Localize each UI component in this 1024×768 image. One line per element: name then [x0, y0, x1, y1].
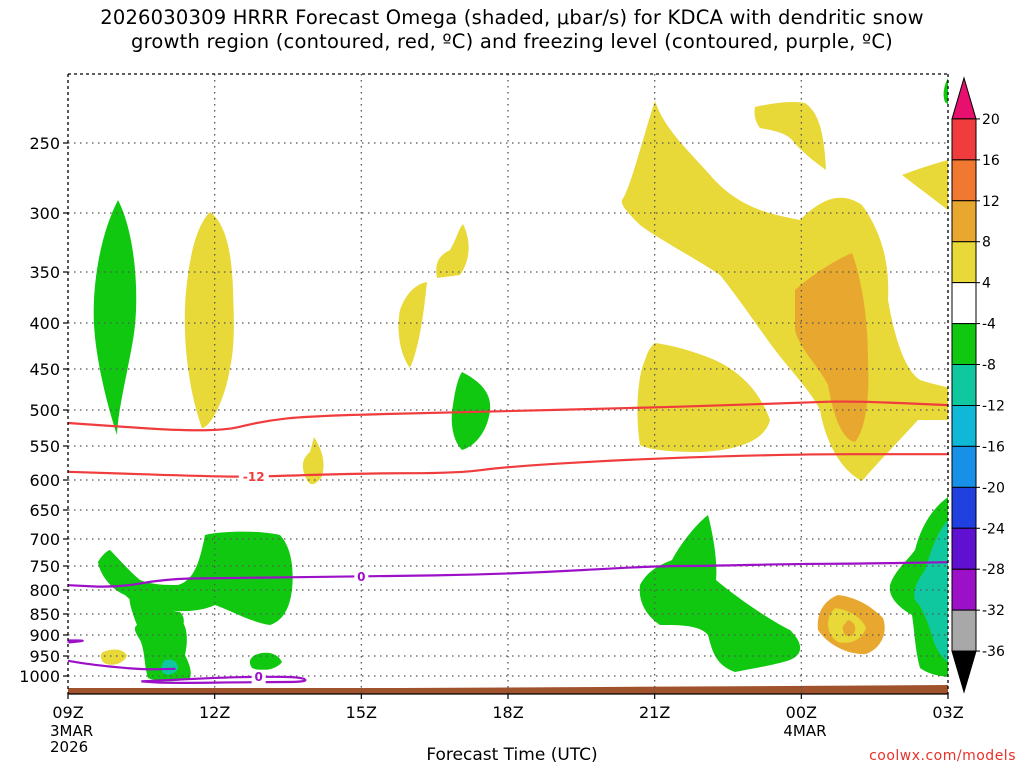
- credit-link[interactable]: coolwx.com/models: [869, 748, 1016, 764]
- y-tick-label: 850: [29, 605, 60, 624]
- colorbar-label: -24: [982, 521, 1005, 537]
- omega-region: [639, 515, 801, 672]
- omega-region: [943, 78, 948, 104]
- y-tick-label: 1000: [19, 667, 60, 686]
- colorbar-label: 16: [982, 153, 1000, 169]
- x-tick-label: 21Z: [639, 703, 670, 722]
- contour-line: [141, 675, 307, 684]
- y-tick-label: 800: [29, 581, 60, 600]
- x-tick-label: 03Z: [932, 703, 963, 722]
- colorbar-label: -32: [982, 603, 1005, 619]
- colorbar-swatch: [951, 282, 977, 325]
- contour-label: 0: [254, 670, 262, 684]
- y-tick-label: 350: [29, 263, 60, 282]
- colorbar-label: 20: [982, 112, 1000, 128]
- x-tick-sublabel: 2026: [50, 738, 88, 756]
- chart-title: 2026030309 HRRR Forecast Omega (shaded, …: [100, 6, 924, 53]
- x-tick-sublabel: 3MAR: [50, 722, 93, 740]
- axes: 250 300 350 400 450 500 550 600 650 700 750 800 850 9…: [19, 73, 964, 756]
- colorbar-swatch: [951, 76, 977, 120]
- omega-region: [184, 212, 234, 428]
- colorbar-swatch: [951, 200, 977, 243]
- colorbar-label: 4: [982, 276, 991, 292]
- colorbar-swatch: [951, 527, 977, 570]
- y-tick-label: 400: [29, 314, 60, 333]
- y-tick-label: 450: [29, 360, 60, 379]
- colorbar-label: -28: [982, 562, 1005, 578]
- y-tick-label: 950: [29, 647, 60, 666]
- omega-region: [795, 253, 869, 442]
- colorbar-label: 8: [982, 235, 991, 251]
- omega-region: [637, 343, 770, 452]
- omega-region: [249, 652, 282, 670]
- omega-region: [436, 224, 469, 278]
- omega-region: [93, 200, 137, 435]
- y-tick-label: 500: [29, 401, 60, 420]
- y-tick-label: 250: [29, 134, 60, 153]
- y-tick-label: 550: [29, 437, 60, 456]
- colorbar-label: -36: [982, 644, 1005, 660]
- terrain-strip: [68, 685, 948, 694]
- colorbar: 20 16 12 8 4 -4 -8 -12 -16 -20 -24 -28 -32 -36: [951, 76, 1005, 694]
- contour-label: -12: [243, 470, 265, 484]
- colorbar-swatch: [951, 118, 977, 161]
- colorbar-label: -20: [982, 480, 1005, 496]
- grid-lines: [68, 74, 948, 694]
- x-axis-label: Forecast Time (UTC): [426, 745, 598, 765]
- colorbar-label: -4: [982, 317, 996, 333]
- contour-label: 0: [357, 570, 365, 584]
- y-tick-label: 900: [29, 626, 60, 645]
- colorbar-swatch: [951, 650, 977, 694]
- y-tick-label: 650: [29, 501, 60, 520]
- colorbar-swatch: [951, 159, 977, 202]
- x-tick-label: 18Z: [492, 703, 523, 722]
- colorbar-swatch: [951, 445, 977, 488]
- x-tick-label: 12Z: [199, 703, 230, 722]
- y-tick-label: 300: [29, 204, 60, 223]
- contour-lines: -12 0 0: [66, 400, 950, 684]
- omega-region: [902, 160, 948, 210]
- x-tick-sublabel: 4MAR: [783, 722, 826, 740]
- omega-region: [161, 659, 178, 675]
- omega-region: [754, 101, 826, 170]
- y-tick-label: 750: [29, 557, 60, 576]
- contour-line: [67, 561, 949, 588]
- colorbar-label: -12: [982, 398, 1005, 414]
- y-tick-label: 600: [29, 471, 60, 490]
- colorbar-label: -16: [982, 439, 1005, 455]
- colorbar-label: -8: [982, 358, 996, 374]
- x-tick-label: 09Z: [52, 703, 83, 722]
- colorbar-label: 12: [982, 194, 1000, 210]
- contour-line: [67, 400, 950, 432]
- omega-region: [129, 595, 184, 640]
- colorbar-swatch: [951, 241, 977, 284]
- omega-region: [302, 437, 324, 485]
- omega-shading: [68, 78, 948, 694]
- x-tick-label: 15Z: [346, 703, 377, 722]
- colorbar-swatch: [951, 568, 977, 611]
- contour-line: [66, 639, 84, 644]
- colorbar-swatch: [951, 609, 977, 652]
- colorbar-swatch: [951, 364, 977, 406]
- omega-region: [398, 282, 427, 368]
- omega-region: [914, 520, 948, 662]
- omega-region: [842, 620, 856, 637]
- colorbar-swatch: [951, 323, 977, 366]
- colorbar-swatch: [951, 404, 977, 447]
- omega-region: [100, 649, 127, 665]
- contour-line: [67, 453, 950, 478]
- y-tick-label: 700: [29, 530, 60, 549]
- colorbar-swatch: [951, 486, 977, 529]
- contour-label-bg: [251, 669, 266, 684]
- contour-label-bg: [354, 569, 369, 584]
- contour-label-bg: [238, 469, 269, 484]
- contour-line: [67, 659, 176, 671]
- x-tick-label: 00Z: [786, 703, 817, 722]
